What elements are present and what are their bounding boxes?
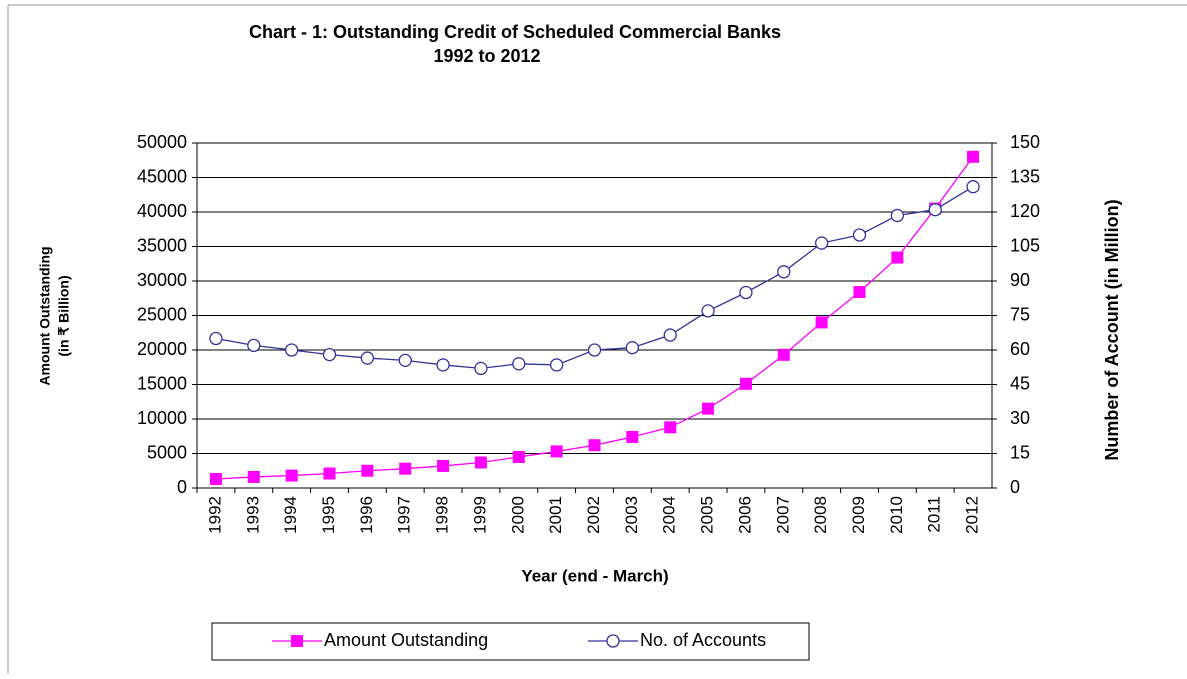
- y2-tick-label: 120: [1010, 201, 1040, 221]
- point: [588, 439, 601, 452]
- point: [247, 338, 261, 353]
- point: [626, 430, 639, 443]
- x-tick-label: 2010: [887, 496, 906, 534]
- y-tick-label: 25000: [137, 304, 187, 324]
- legend-marker: [291, 635, 303, 647]
- series-line: [215, 186, 974, 370]
- point: [549, 358, 564, 372]
- point: [702, 402, 715, 415]
- point: [663, 328, 677, 342]
- x-tick-label: 2000: [508, 496, 527, 534]
- point: [967, 150, 980, 163]
- x-axis-label: Year (end - March): [521, 566, 668, 585]
- y2-tick-label: 105: [1010, 235, 1040, 255]
- y-tick-label: 15000: [137, 373, 187, 393]
- y2-tick-label: 30: [1010, 408, 1030, 428]
- point: [247, 470, 260, 483]
- point: [739, 377, 752, 390]
- x-tick-label: 2003: [622, 496, 641, 534]
- y2-tick-label: 150: [1010, 132, 1040, 152]
- x-tick-label: 1998: [433, 496, 452, 534]
- point: [437, 459, 450, 472]
- x-tick-label: 1993: [243, 496, 262, 534]
- y-tick-label: 0: [177, 477, 187, 497]
- y2-tick-label: 135: [1010, 166, 1040, 186]
- y2-tick-label: 0: [1010, 477, 1020, 497]
- x-tick-label: 1999: [470, 496, 489, 534]
- point: [928, 203, 942, 217]
- point: [852, 228, 867, 242]
- point: [739, 285, 753, 300]
- point: [625, 341, 640, 355]
- y-tick-label: 30000: [137, 270, 187, 290]
- point: [323, 467, 336, 480]
- y2-tick-label: 75: [1010, 304, 1030, 324]
- x-tick-label: 2011: [925, 496, 944, 533]
- point: [512, 450, 525, 463]
- y-tick-label: 50000: [137, 132, 187, 152]
- point: [474, 361, 488, 376]
- x-tick-label: 2002: [584, 496, 603, 534]
- legend-marker: [606, 634, 620, 648]
- x-tick-label: 2006: [735, 496, 754, 534]
- x-tick-label: 2004: [660, 496, 679, 534]
- x-tick-label: 2005: [698, 496, 717, 534]
- x-tick-label: 2012: [963, 496, 982, 534]
- chart-title: 1992 to 2012: [433, 46, 540, 66]
- x-tick-label: 1994: [281, 496, 300, 534]
- y-tick-label: 5000: [147, 442, 187, 462]
- point: [587, 343, 602, 357]
- point: [966, 180, 980, 194]
- x-tick-label: 2007: [773, 496, 792, 534]
- series-line: [215, 156, 974, 480]
- y2-axis-label: Number of Account (in Million): [1102, 199, 1122, 460]
- point: [398, 353, 412, 368]
- x-tick-label: 1996: [357, 496, 376, 534]
- point: [853, 286, 866, 299]
- point: [891, 251, 904, 264]
- x-tick-label: 2008: [811, 496, 830, 534]
- point: [512, 357, 526, 371]
- legend-label: Amount Outstanding: [324, 630, 488, 650]
- y2-tick-label: 90: [1010, 270, 1030, 290]
- point: [399, 462, 412, 475]
- point: [436, 358, 450, 372]
- point: [701, 304, 715, 318]
- point: [890, 208, 905, 223]
- x-tick-label: 1992: [205, 496, 224, 534]
- y2-tick-label: 60: [1010, 339, 1030, 359]
- y2-tick-label: 45: [1010, 373, 1030, 393]
- point: [474, 456, 487, 469]
- y-axis-label: (in ₹ Billion): [56, 275, 72, 356]
- chart-title: Chart - 1: Outstanding Credit of Schedul…: [249, 22, 781, 42]
- y-axis-label: Amount Outstanding: [37, 246, 53, 385]
- legend-label: No. of Accounts: [640, 630, 766, 650]
- y-tick-label: 45000: [137, 166, 187, 186]
- y2-tick-label: 15: [1010, 442, 1030, 462]
- point: [209, 331, 223, 346]
- point: [322, 347, 337, 362]
- y-tick-label: 20000: [137, 339, 187, 359]
- point: [777, 348, 790, 361]
- point: [777, 265, 791, 279]
- x-tick-label: 1997: [395, 496, 414, 534]
- point: [815, 316, 828, 329]
- x-tick-label: 2001: [546, 496, 565, 534]
- point: [360, 351, 375, 365]
- point: [284, 343, 299, 357]
- x-tick-label: 1995: [319, 496, 338, 534]
- y-tick-label: 35000: [137, 235, 187, 255]
- point: [664, 421, 677, 434]
- point: [209, 473, 222, 486]
- y-tick-label: 10000: [137, 408, 187, 428]
- point: [814, 236, 829, 250]
- x-tick-label: 2009: [849, 496, 868, 534]
- point: [550, 445, 563, 458]
- point: [361, 464, 374, 477]
- point: [285, 469, 298, 482]
- y-tick-label: 40000: [137, 201, 187, 221]
